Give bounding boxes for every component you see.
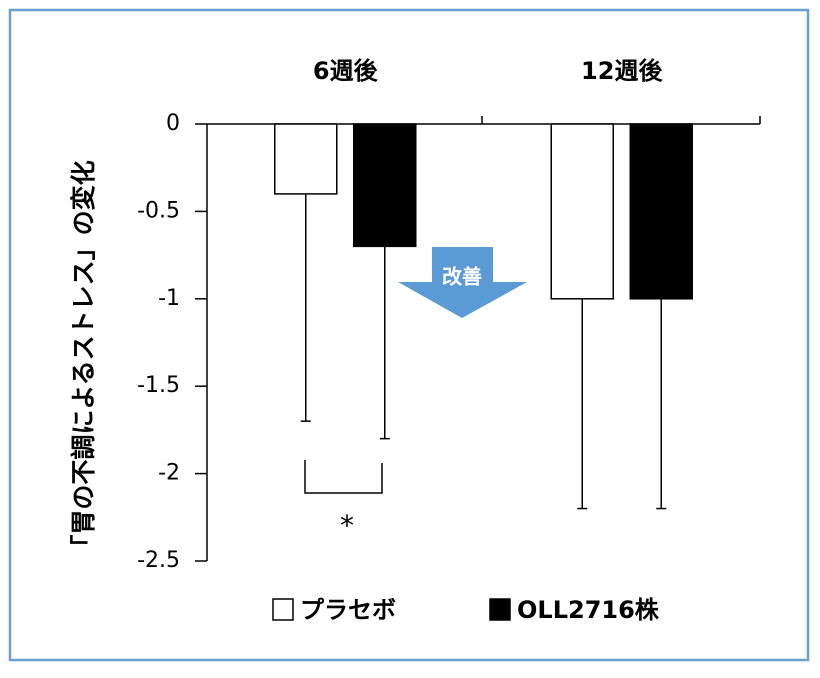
arrow-head [398,282,527,318]
y-tick-label: -2.5 [137,548,180,573]
y-tick-label: -1.5 [137,373,180,398]
arrow-body [432,247,493,283]
legend-swatch [489,598,511,621]
x-category-label: 6週後 [313,57,379,85]
bar [629,123,693,300]
significance-mark: * [340,509,354,542]
legend-swatch [272,598,294,621]
y-tick-label: -2 [158,461,180,486]
legend-label: プラセボ [300,596,396,624]
y-axis-label: 「胃の不調によるストレス」の変化 [69,160,98,559]
improvement-arrow: 改善 [398,247,527,318]
bar [550,123,614,300]
x-category-label: 12週後 [581,57,663,85]
significance-bracket [304,460,383,494]
bar [274,123,338,195]
bar [353,123,417,248]
frame [8,8,810,662]
legend-label: OLL2716株 [517,596,660,624]
y-tick-label: -1 [158,286,180,311]
y-tick-label: -0.5 [137,198,180,223]
y-tick-label: 0 [166,111,180,136]
arrow-label: 改善 [442,265,482,289]
